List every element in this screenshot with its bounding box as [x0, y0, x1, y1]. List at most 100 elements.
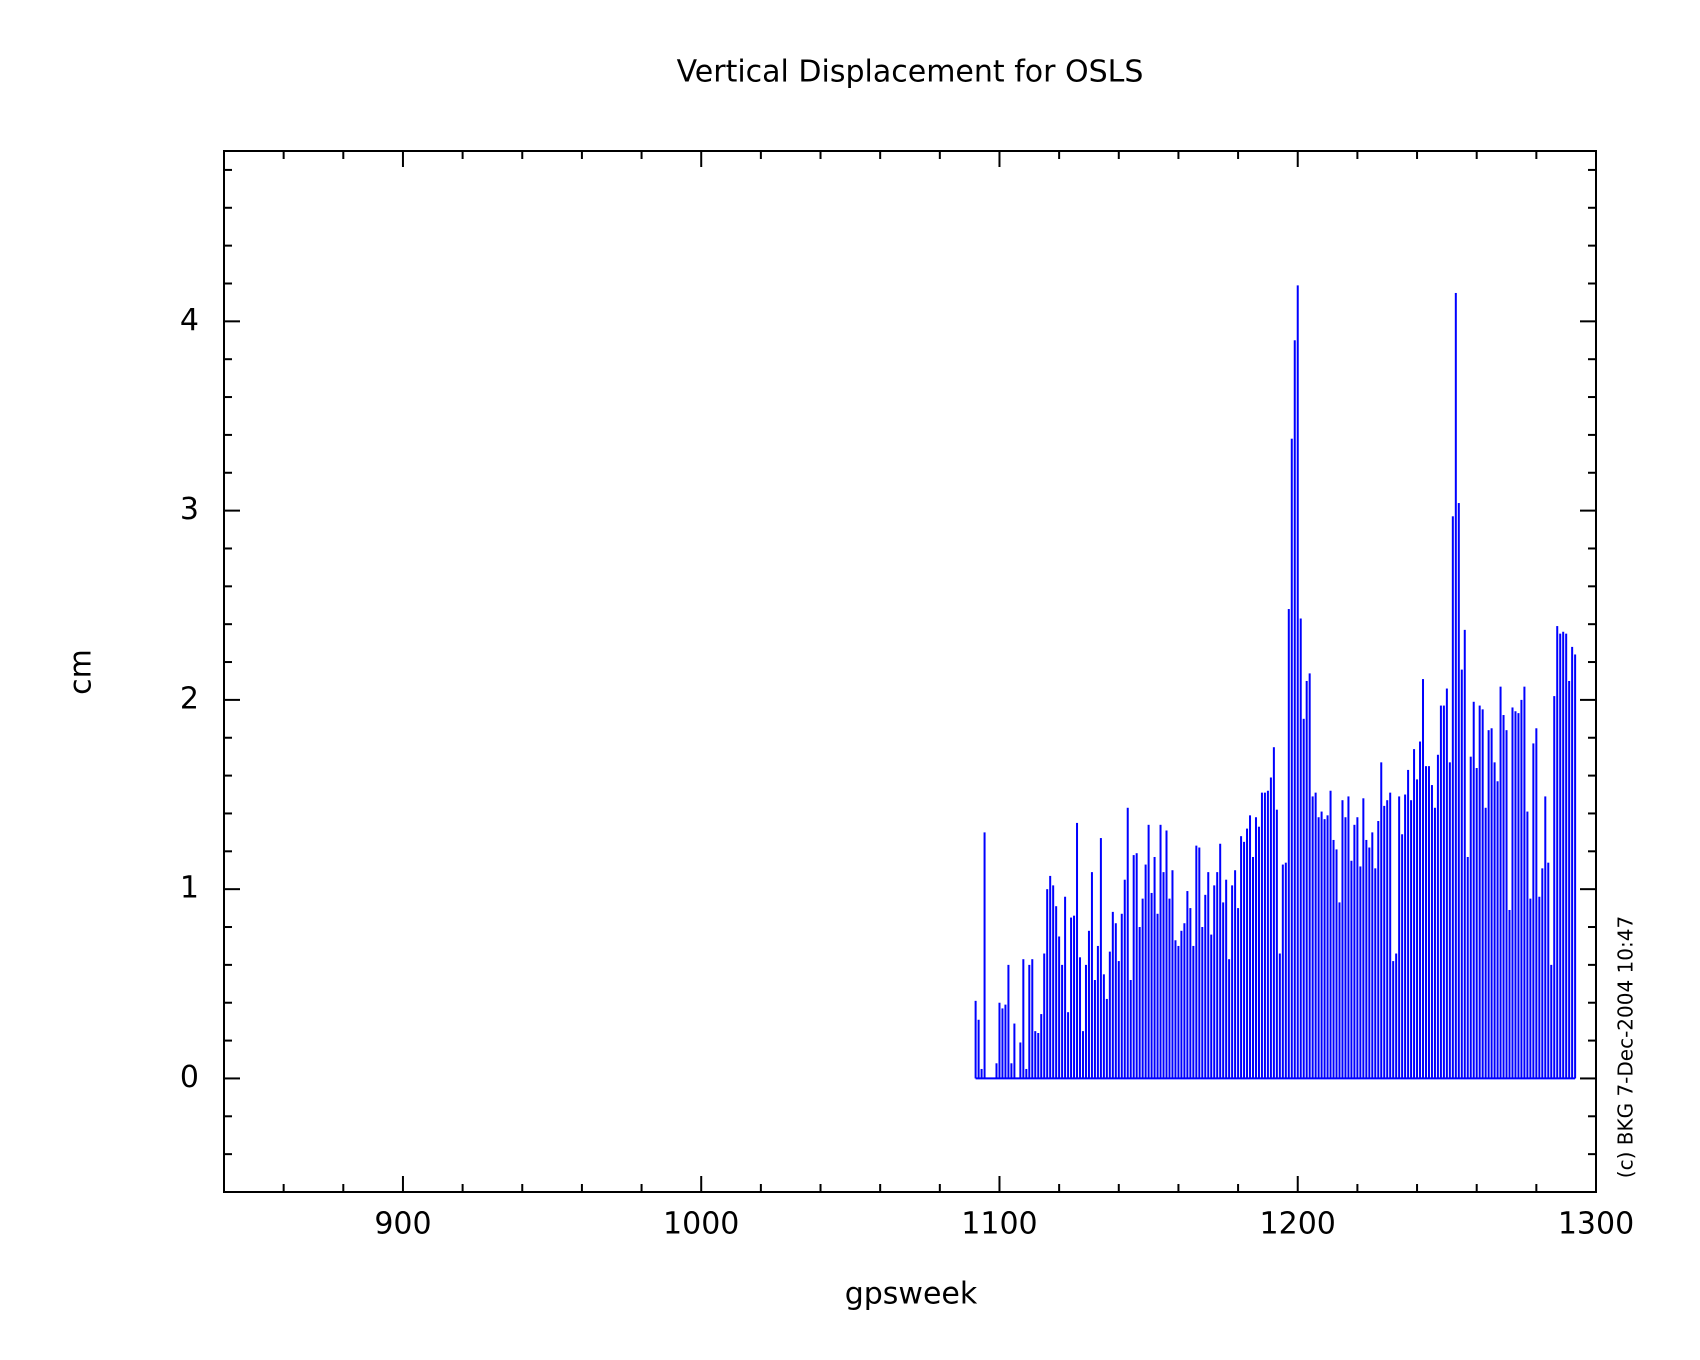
bar — [1433, 807, 1436, 1079]
bar — [1225, 879, 1228, 1079]
bar — [1457, 503, 1460, 1079]
bar — [1019, 1042, 1022, 1079]
bar — [1299, 618, 1302, 1079]
bar — [1087, 930, 1090, 1079]
chart-title: Vertical Displacement for OSLS — [677, 55, 1144, 90]
bar — [1338, 902, 1341, 1079]
bar — [1484, 807, 1487, 1079]
plot-frame — [223, 150, 1597, 1193]
bar — [1514, 711, 1517, 1079]
bar — [1353, 824, 1356, 1079]
bar — [1362, 798, 1365, 1079]
bar — [1344, 817, 1347, 1079]
bar — [1472, 701, 1475, 1079]
bar — [1213, 885, 1216, 1079]
bar — [1111, 911, 1114, 1079]
bar — [1311, 796, 1314, 1079]
bar — [1156, 913, 1159, 1079]
bar — [1395, 953, 1398, 1079]
x-tick-label: 900 — [374, 1207, 431, 1242]
bar — [1222, 902, 1225, 1079]
bar — [1526, 811, 1529, 1079]
y-tick-label: 3 — [180, 492, 199, 527]
bar — [1252, 856, 1254, 1079]
bar — [1207, 872, 1210, 1079]
bar — [1463, 629, 1466, 1079]
bar — [1210, 934, 1213, 1079]
bar — [1436, 754, 1439, 1079]
bar — [1144, 864, 1147, 1079]
bar — [1520, 699, 1523, 1079]
bar — [1419, 741, 1422, 1079]
bar — [1505, 730, 1508, 1079]
bar — [1535, 728, 1538, 1079]
bar — [1499, 686, 1502, 1079]
x-tick-label: 1200 — [1260, 1207, 1336, 1242]
bar — [1129, 980, 1132, 1079]
bar — [1317, 817, 1320, 1079]
bar — [1046, 889, 1049, 1079]
bar — [980, 1068, 983, 1079]
bar — [1240, 836, 1243, 1079]
bar — [1028, 964, 1031, 1079]
bar — [1398, 796, 1401, 1079]
bar — [1469, 756, 1472, 1079]
bar — [1550, 964, 1553, 1079]
bar — [1547, 862, 1550, 1079]
bar — [1249, 815, 1252, 1079]
bar — [1302, 718, 1305, 1079]
bar — [1568, 680, 1571, 1079]
bar — [1496, 781, 1499, 1079]
bar — [1392, 961, 1395, 1079]
bar — [1574, 654, 1577, 1079]
bar — [1451, 516, 1454, 1079]
bar — [1517, 713, 1520, 1079]
bar — [1287, 609, 1290, 1079]
bar — [1001, 1008, 1004, 1079]
bar — [1228, 959, 1231, 1079]
bar — [1186, 891, 1189, 1079]
bar — [1141, 898, 1144, 1079]
bar — [1055, 906, 1058, 1079]
bar — [1413, 749, 1416, 1079]
bar — [1165, 830, 1168, 1079]
x-tick-label: 1100 — [961, 1207, 1037, 1242]
bar — [1099, 838, 1102, 1079]
bar — [1135, 853, 1138, 1079]
y-tick-label: 1 — [180, 871, 199, 906]
y-tick-label: 2 — [180, 681, 199, 716]
bar — [1305, 680, 1308, 1079]
bar — [1010, 1063, 1013, 1079]
bar — [1445, 688, 1448, 1079]
bar — [1025, 1068, 1028, 1079]
bar — [1374, 868, 1377, 1079]
bar — [1102, 974, 1105, 1079]
bar — [998, 1002, 1001, 1079]
bar — [1389, 792, 1392, 1079]
bar — [1076, 822, 1079, 1079]
bar — [1314, 792, 1317, 1079]
bar — [1195, 845, 1198, 1079]
bar — [1168, 898, 1171, 1079]
bar — [1511, 707, 1514, 1079]
bar — [1368, 847, 1371, 1079]
x-tick-label: 1000 — [663, 1207, 739, 1242]
bar — [1189, 908, 1192, 1079]
bar — [1040, 1014, 1043, 1079]
bar — [1153, 856, 1156, 1079]
bar — [1031, 959, 1034, 1079]
bar — [1123, 879, 1126, 1079]
bar — [1332, 839, 1335, 1079]
bar — [1460, 669, 1463, 1079]
bar — [1347, 796, 1350, 1079]
bar — [1532, 743, 1535, 1079]
bar — [1407, 769, 1410, 1079]
bar — [1246, 828, 1249, 1079]
bar — [1061, 964, 1064, 1079]
bar — [1523, 686, 1526, 1079]
bar — [1538, 896, 1541, 1079]
bar — [1198, 847, 1201, 1079]
bar — [1541, 868, 1544, 1079]
bar — [974, 1000, 977, 1079]
